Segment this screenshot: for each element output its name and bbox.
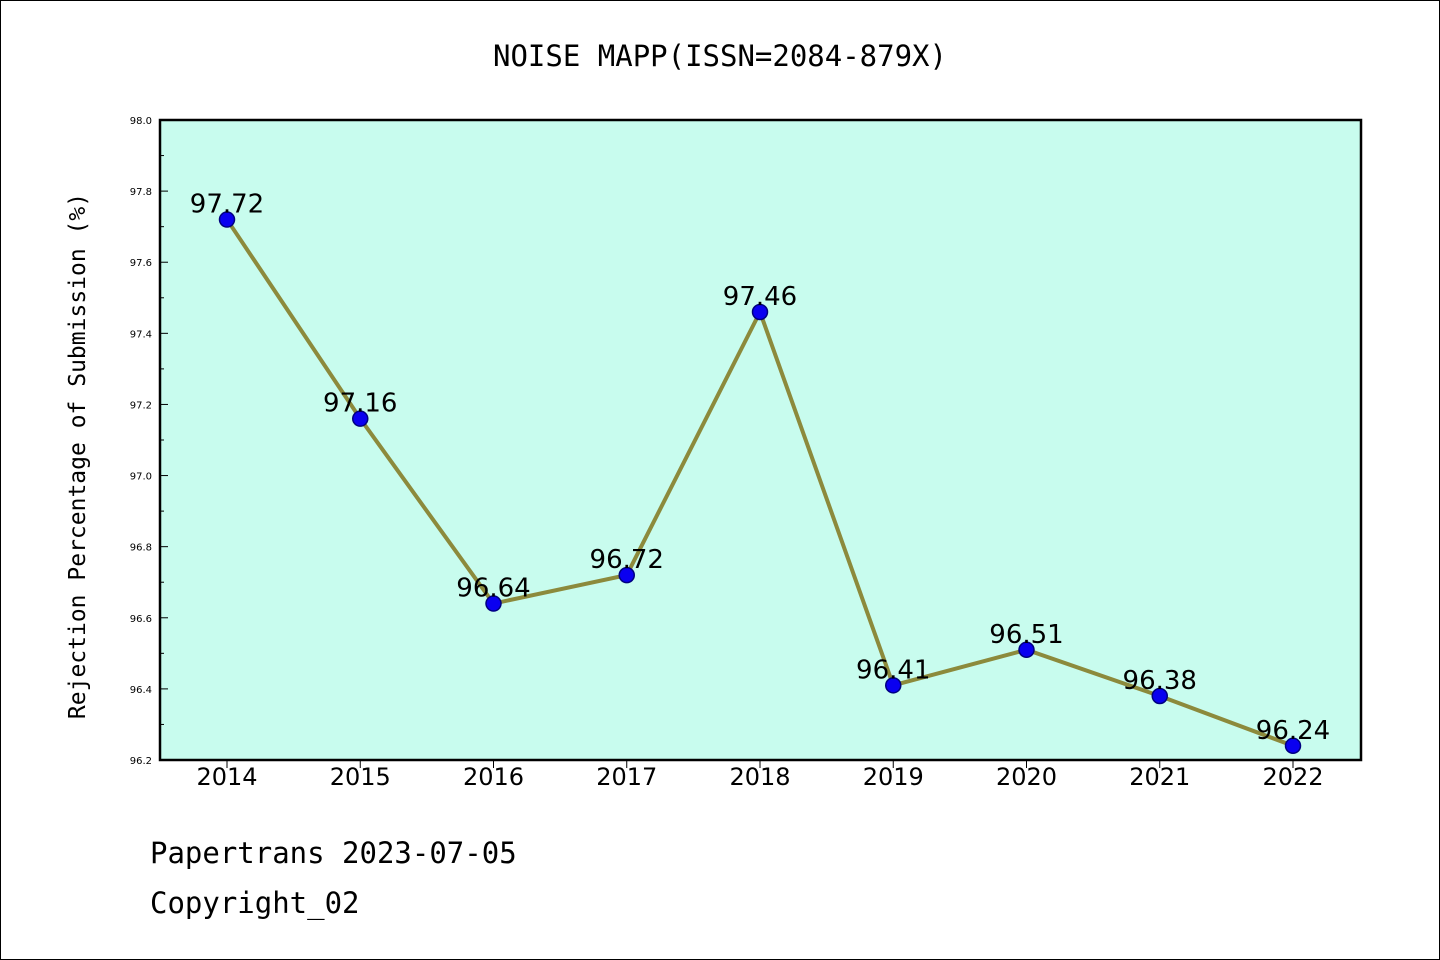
x-tick-label: 2017 [596,763,657,791]
y-tick-label: 96.8 [130,543,152,554]
data-markers [218,211,1302,755]
y-tick-label: 96.6 [130,614,152,625]
data-label: 97.46 [723,282,797,312]
y-axis-label: Rejection Percentage of Submission (%) [65,193,91,719]
data-labels: 97.72 97.16 96.64 96.72 97.46 96.41 96.51 96.38… [190,190,1330,746]
y-tick-label: 98.0 [130,116,152,127]
data-point [1151,687,1168,705]
y-axis: 96.2 96.4 96.6 96.8 97.0 97.2 97.4 97.6 97.8 98.0 [130,116,168,767]
data-point [485,595,502,612]
data-point [885,677,902,694]
data-label: 96.24 [1256,716,1330,746]
data-point [1018,641,1035,659]
x-tick-label: 2018 [729,763,790,791]
y-tick-label: 97.6 [130,258,152,269]
x-tick-label: 2022 [1262,763,1323,791]
data-point [1284,737,1302,755]
data-label: 97.72 [190,190,264,220]
plot-area [160,120,1361,760]
data-point [618,566,635,584]
y-tick-label: 97.2 [130,400,152,411]
y-tick-label: 96.4 [130,685,152,696]
data-point [352,410,369,427]
x-tick-label: 2014 [196,763,257,791]
x-tick-label: 2019 [863,763,924,791]
data-label: 97.16 [323,389,397,419]
data-label: 96.38 [1123,666,1197,696]
data-label: 96.72 [590,545,664,575]
chart-title: NOISE MAPP(ISSN=2084-879X) [493,39,947,73]
x-tick-label: 2020 [996,763,1057,791]
data-point [751,303,769,321]
y-tick-label: 96.2 [130,756,152,767]
data-point [218,211,236,228]
y-tick-label: 97.0 [130,472,152,483]
data-label: 96.64 [456,574,530,604]
data-label: 96.41 [856,655,930,685]
x-tick-label: 2016 [463,763,524,791]
footer-copyright: Copyright_02 [150,886,360,920]
plot-border [158,118,1363,762]
x-tick-label: 2021 [1129,763,1190,791]
x-axis: 2014 2015 2016 2017 2018 2019 2020 2021 2022 [196,760,1324,791]
x-tick-label: 2015 [330,763,391,791]
y-tick-label: 97.8 [130,187,152,198]
data-label: 96.51 [989,620,1063,650]
y-tick-label: 97.4 [130,329,152,340]
footer-source: Papertrans 2023-07-05 [150,836,517,870]
